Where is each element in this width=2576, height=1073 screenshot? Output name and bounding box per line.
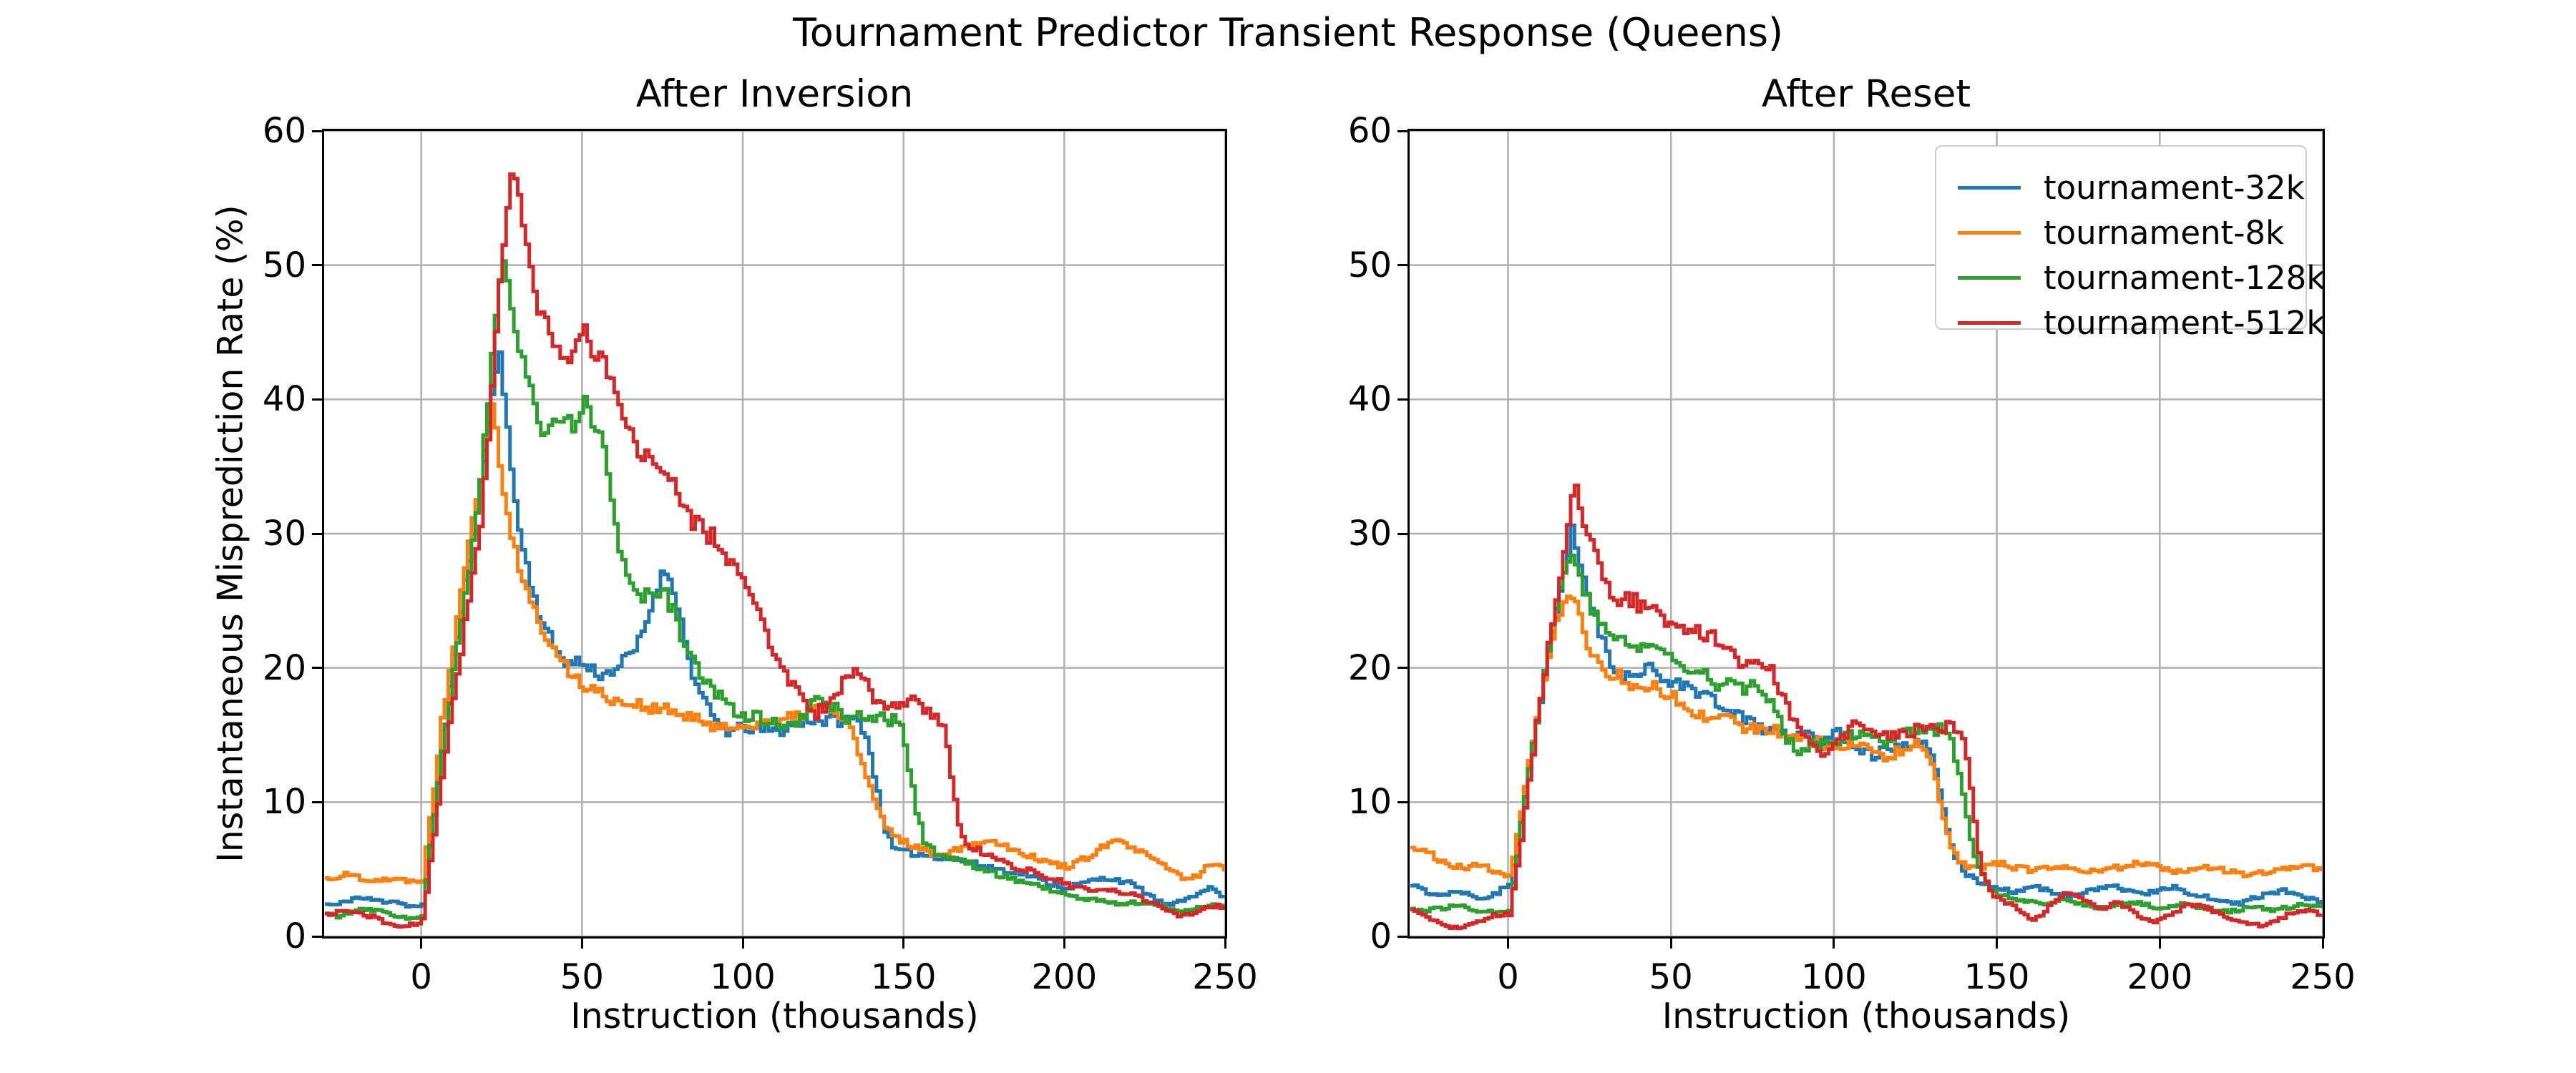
- y-tick-mark: [1397, 398, 1407, 401]
- legend-item-8k: tournament-8k: [1958, 210, 2306, 255]
- legend-label-8k: tournament-8k: [2044, 214, 2285, 252]
- y-tick-label: 10: [1347, 782, 1392, 823]
- x-tick-mark: [1224, 939, 1226, 949]
- y-tick-mark: [1397, 935, 1407, 938]
- y-tick-label: 60: [262, 111, 306, 151]
- x-tick-mark: [2321, 939, 2324, 949]
- x-tick-label: 100: [1801, 957, 1867, 997]
- y-tick-label: 60: [1347, 111, 1392, 151]
- x-tick-mark: [2158, 939, 2161, 949]
- x-tick-label: 100: [710, 957, 776, 997]
- y-tick-mark: [1397, 532, 1407, 535]
- x-tick-label: 150: [1963, 957, 2030, 997]
- y-tick-label: 30: [1347, 514, 1392, 554]
- y-tick-label: 10: [262, 782, 306, 823]
- y-tick-label: 30: [262, 514, 306, 554]
- y-tick-mark: [312, 129, 322, 132]
- x-tick-mark: [902, 939, 905, 949]
- legend-label-128k: tournament-128k: [2044, 259, 2326, 297]
- x-tick-label: 0: [410, 957, 432, 997]
- series-line-tournament-128k: [1410, 554, 2323, 916]
- y-tick-label: 50: [1347, 245, 1392, 285]
- x-tick-label: 50: [1649, 957, 1693, 997]
- series-line-tournament-128k: [324, 259, 1225, 921]
- x-axis-label-left: Instruction (thousands): [570, 996, 979, 1037]
- x-tick-label: 250: [2290, 957, 2356, 997]
- y-tick-mark: [1397, 667, 1407, 670]
- subplot-title-after-inversion: After Inversion: [635, 72, 914, 116]
- y-tick-mark: [312, 800, 322, 803]
- x-tick-label: 0: [1497, 957, 1519, 997]
- y-tick-label: 20: [262, 647, 306, 688]
- legend-item-128k: tournament-128k: [1958, 255, 2325, 300]
- y-tick-mark: [312, 667, 322, 670]
- legend-line-swatch-8k: [1958, 231, 2021, 235]
- y-tick-label: 0: [1370, 916, 1392, 956]
- series-line-tournament-512k: [324, 172, 1225, 929]
- x-tick-mark: [1996, 939, 1999, 949]
- legend-label-32k: tournament-32k: [2044, 169, 2305, 207]
- plot-canvas-after-inversion: [324, 131, 1225, 936]
- y-tick-mark: [312, 398, 322, 401]
- y-tick-mark: [1397, 800, 1407, 803]
- y-tick-mark: [312, 532, 322, 535]
- x-tick-mark: [1833, 939, 1835, 949]
- x-tick-mark: [420, 939, 423, 949]
- plot-area-after-inversion: [322, 129, 1227, 939]
- x-tick-label: 150: [870, 957, 937, 997]
- x-tick-mark: [580, 939, 583, 949]
- y-tick-mark: [312, 935, 322, 938]
- x-tick-mark: [1063, 939, 1065, 949]
- legend-label-512k: tournament-512k: [2044, 304, 2326, 342]
- x-tick-mark: [1669, 939, 1672, 949]
- legend: tournament-32k tournament-8k tournament-…: [1935, 145, 2325, 342]
- legend-line-swatch-128k: [1958, 276, 2021, 280]
- y-tick-mark: [1397, 264, 1407, 267]
- x-tick-label: 200: [2127, 957, 2193, 997]
- series-line-tournament-32k: [1410, 523, 2323, 907]
- x-axis-label-right: Instruction (thousands): [1662, 996, 2071, 1037]
- x-tick-label: 200: [1031, 957, 1098, 997]
- series-line-tournament-512k: [1410, 484, 2323, 931]
- y-tick-label: 40: [262, 379, 306, 420]
- y-tick-label: 0: [284, 916, 306, 956]
- legend-line-swatch-32k: [1958, 186, 2021, 190]
- y-tick-mark: [1397, 129, 1407, 132]
- y-tick-label: 50: [262, 245, 306, 285]
- x-tick-mark: [741, 939, 744, 949]
- y-tick-label: 40: [1347, 379, 1392, 420]
- series-line-tournament-8k: [1410, 594, 2323, 878]
- subplot-title-after-reset: After Reset: [1761, 72, 1971, 116]
- x-tick-label: 50: [560, 957, 604, 997]
- x-tick-label: 250: [1192, 957, 1258, 997]
- x-tick-mark: [1507, 939, 1510, 949]
- legend-line-swatch-512k: [1958, 321, 2021, 325]
- y-tick-mark: [312, 264, 322, 267]
- figure-suptitle: Tournament Predictor Transient Response …: [792, 10, 1784, 55]
- y-tick-label: 20: [1347, 647, 1392, 688]
- legend-item-512k: tournament-512k: [1958, 300, 2325, 346]
- legend-item-32k: tournament-32k: [1958, 165, 2306, 210]
